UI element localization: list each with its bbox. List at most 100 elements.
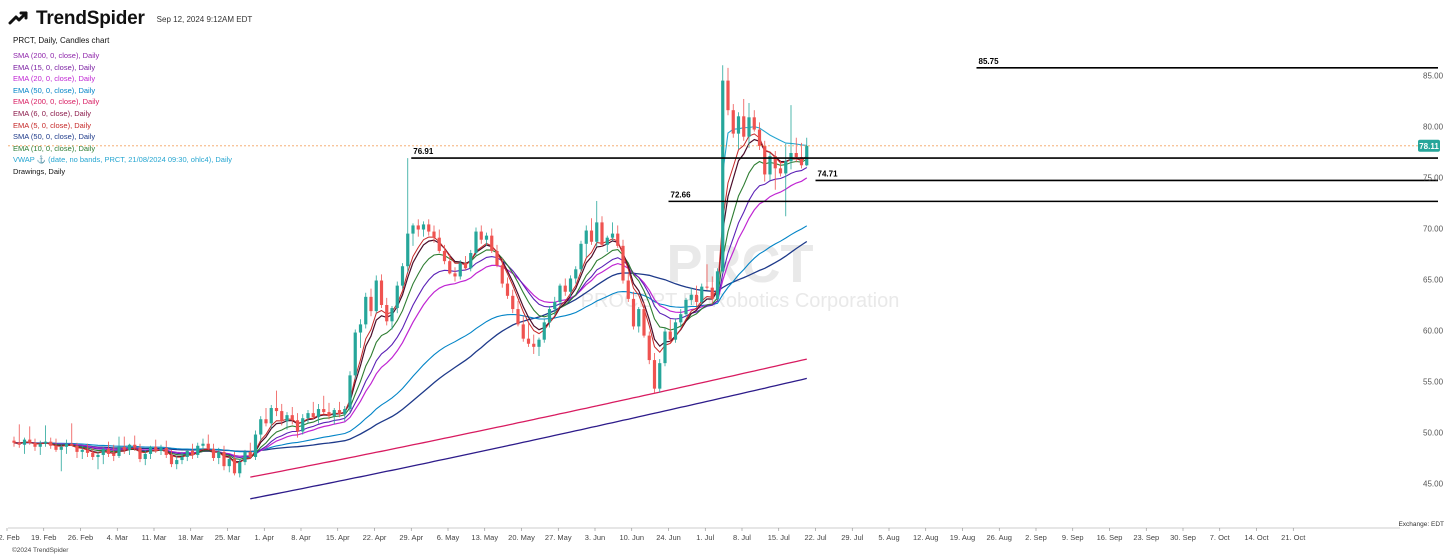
candle-body[interactable] [117,446,121,456]
candle-body[interactable] [264,419,268,424]
candle-body[interactable] [332,410,336,417]
candle-body[interactable] [589,230,594,242]
candle-body[interactable] [647,335,651,361]
candle-body[interactable] [747,117,751,137]
candle-body[interactable] [169,454,174,465]
candle-body[interactable] [773,156,777,169]
candle-body[interactable] [663,331,667,364]
candle-body[interactable] [694,294,699,302]
candle-body[interactable] [337,410,342,415]
candle-body[interactable] [547,309,552,323]
candle-body[interactable] [521,324,525,339]
candle-body[interactable] [180,456,184,461]
candle-body[interactable] [684,299,688,315]
candle-body[interactable] [484,235,489,240]
indicator-item[interactable]: SMA (50, 0, close), Daily [13,132,96,142]
candle-body[interactable] [411,225,415,234]
candle-body[interactable] [101,448,105,455]
candle-body[interactable] [453,273,457,277]
candle-body[interactable] [416,225,420,230]
candle-body[interactable] [138,447,142,460]
candle-body[interactable] [621,245,625,281]
candle-body[interactable] [206,443,210,449]
candle-body[interactable] [710,287,714,299]
indicator-item[interactable]: EMA (6, 0, close), Daily [13,108,91,118]
candle-body[interactable] [553,301,557,310]
candle-body[interactable] [159,447,163,451]
candle-body[interactable] [80,449,84,452]
candle-body[interactable] [38,443,42,447]
candle-body[interactable] [442,250,447,262]
candle-body[interactable] [689,294,693,300]
candle-body[interactable] [726,80,730,111]
candle-body[interactable] [794,153,798,158]
horizontal-levels[interactable]: 85.75 76.91 74.71 72.66 [411,57,1438,203]
candle-body[interactable] [778,168,783,174]
candle-body[interactable] [290,415,294,421]
candle-body[interactable] [248,451,252,457]
candle-body[interactable] [322,409,326,413]
candle-body[interactable] [721,80,725,272]
candle-body[interactable] [542,322,546,340]
candle-body[interactable] [742,116,746,137]
candle-body[interactable] [495,250,499,266]
candle-body[interactable] [616,233,620,246]
candle-body[interactable] [600,222,604,245]
candle-body[interactable] [505,283,510,296]
candle-body[interactable] [631,298,636,327]
candle-body[interactable] [238,462,242,474]
candle-body[interactable] [469,252,473,269]
candle-body[interactable] [421,224,426,230]
candle-body[interactable] [637,309,641,327]
candle-body[interactable] [122,446,126,450]
candle-body[interactable] [280,411,284,422]
indicator-item[interactable]: EMA (5, 0, close), Daily [13,120,91,130]
candle-body[interactable] [301,418,305,432]
candle-body[interactable] [595,222,599,242]
candle-body[interactable] [652,360,657,389]
indicator-item[interactable]: EMA (10, 0, close), Daily [13,143,96,153]
candle-body[interactable] [516,309,520,325]
candle-body[interactable] [70,443,74,446]
candle-body[interactable] [789,153,793,162]
candle-body[interactable] [427,224,431,232]
candle-body[interactable] [490,235,494,251]
candle-body[interactable] [369,296,373,312]
candle-body[interactable] [757,129,762,146]
candle-body[interactable] [558,285,562,302]
candle-body[interactable] [17,442,21,445]
indicator-item[interactable]: EMA (20, 0, close), Daily [13,74,96,84]
candle-body[interactable] [406,233,410,267]
candle-body[interactable] [642,309,646,336]
candle-body[interactable] [232,459,237,474]
candle-body[interactable] [358,324,363,333]
candle-body[interactable] [274,408,279,412]
candle-body[interactable] [85,449,90,453]
candle-body[interactable] [316,409,321,418]
candle-body[interactable] [715,271,720,299]
candle-body[interactable] [327,412,331,417]
candle-body[interactable] [259,419,263,435]
candle-body[interactable] [768,156,772,175]
candle-body[interactable] [752,117,756,130]
candle-body[interactable] [584,230,588,244]
candle-body[interactable] [736,116,741,134]
candle-body[interactable] [306,413,310,419]
candle-body[interactable] [463,263,468,269]
candle-body[interactable] [33,442,37,447]
candle-body[interactable] [379,280,384,305]
candle-body[interactable] [563,285,567,292]
candle-body[interactable] [605,237,609,245]
candle-body[interactable] [164,447,168,455]
candle-body[interactable] [196,445,200,455]
candle-body[interactable] [731,110,735,134]
candle-body[interactable] [458,263,462,277]
candle-body[interactable] [673,322,678,340]
candle-body[interactable] [374,280,378,312]
candle-body[interactable] [64,443,69,447]
candle-body[interactable] [154,446,158,451]
candle-body[interactable] [658,363,662,389]
candle-body[interactable] [568,278,573,292]
symbol-line[interactable]: PRCT, Daily, Candles chart [13,36,110,45]
candle-body[interactable] [448,261,452,274]
